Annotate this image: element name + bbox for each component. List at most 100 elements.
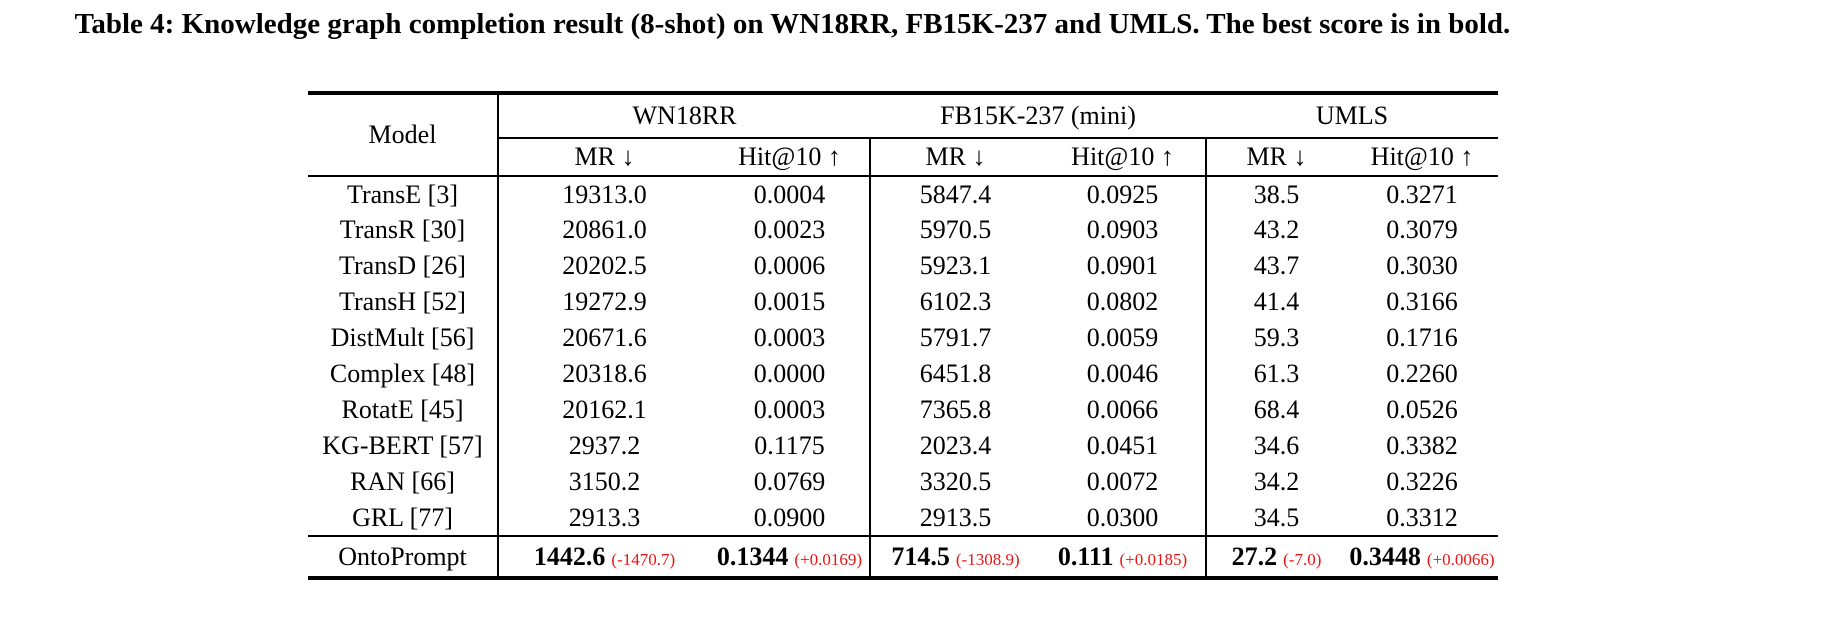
model-name-cell: DistMult [56] [308,320,499,356]
metric-value-cell: 0.0066 [1040,392,1208,428]
model-name-cell: OntoPrompt [308,535,499,578]
table-row: TransH [52] 19272.9 0.0015 6102.3 0.0802… [308,284,1498,320]
metric-value-cell: 0.0451 [1040,428,1208,464]
metric-header-mr: MR ↓ [498,138,710,177]
metric-value-cell: 0.0015 [710,284,871,320]
metric-value-cell: 5847.4 [919,179,992,209]
metric-value-cell: 0.0003 [710,320,871,356]
table-row: DistMult [56] 20671.6 0.0003 5791.7 0.00… [308,320,1498,356]
best-value: 714.5 [891,541,950,571]
metric-value-cell: 68.4 [1253,395,1300,424]
metric-header-hit10: Hit@10 ↑ [1346,138,1499,177]
best-value: 0.111 [1057,541,1114,571]
metric-value-cell: 3150.2 [568,467,641,496]
table-row: Complex [48] 20318.6 0.0000 6451.8 0.004… [308,356,1498,392]
metric-value-cell: 2913.3 [568,502,641,532]
metric-value-cell: 0.3030 [1386,251,1458,280]
group-header-fb15k237: FB15K-237 (mini) [870,93,1207,139]
metric-value-cell: 714.5 (-1308.9) [870,535,1040,578]
metric-value-cell: 61.3 [1253,359,1300,388]
metric-value-cell: 7365.8 [919,395,992,424]
model-name-cell: TransH [52] [308,284,499,320]
metric-value-cell: 0.0006 [710,248,871,284]
model-name-cell: RAN [66] [308,464,499,500]
metric-value-cell: 0.0004 [710,176,871,212]
metric-header-mr: MR ↓ [870,138,1040,177]
metric-value-cell: 0.3382 [1386,431,1458,460]
model-name-cell: Complex [48] [308,356,499,392]
metric-value-cell: 5970.5 [919,215,992,244]
metric-value-cell: 43.2 [1253,215,1300,244]
metric-value-cell: 0.0925 [1040,176,1208,212]
table-row: KG-BERT [57] 2937.2 0.1175 2023.4 0.0451… [308,428,1498,464]
metric-value-cell: 0.1716 [1386,323,1458,352]
metric-value-cell: 0.0000 [710,356,871,392]
metric-header-hit10: Hit@10 ↑ [710,138,871,177]
model-name-cell: TransD [26] [308,248,499,284]
metric-value-cell: 34.6 [1253,431,1300,460]
metric-value-cell: 38.5 [1253,179,1300,209]
delta-annotation: (-1308.9) [955,549,1020,569]
metric-value-cell: 6451.8 [919,359,992,388]
delta-annotation: (+0.0185) [1119,549,1188,569]
metric-value-cell: 0.0769 [710,464,871,500]
metric-value-cell: 0.0903 [1040,212,1208,248]
model-name-cell: KG-BERT [57] [308,428,499,464]
best-value: 0.3448 [1349,541,1421,571]
model-column-header: Model [308,93,499,177]
metric-header-row: MR ↓ Hit@10 ↑ MR ↓ Hit@10 ↑ MR ↓ Hit@10 … [308,138,1499,177]
metric-value-cell: 0.2260 [1386,359,1458,388]
metric-value-cell: 0.0059 [1040,320,1208,356]
best-value: 1442.6 [533,541,606,571]
table-row: TransD [26] 20202.5 0.0006 5923.1 0.0901… [308,248,1498,284]
metric-value-cell: 0.3312 [1386,502,1458,532]
best-value: 27.2 [1231,541,1278,571]
metric-value-cell: 0.111 (+0.0185) [1040,535,1208,578]
metric-value-cell: 2023.4 [919,431,992,460]
table-row: TransR [30] 20861.0 0.0023 5970.5 0.0903… [308,212,1498,248]
metric-value-cell: 20318.6 [562,359,647,388]
metric-value-cell: 20162.1 [562,395,647,424]
metric-value-cell: 0.0901 [1040,248,1208,284]
ontoprompt-row: OntoPrompt 1442.6 (-1470.7) 0.1344 (+0.016… [308,535,1499,578]
delta-annotation: (+0.0169) [794,549,863,569]
table-row: TransE [3] 19313.0 0.0004 5847.4 0.0925 … [308,176,1498,212]
metric-value-cell: 0.3079 [1386,215,1458,244]
metric-value-cell: 2913.5 [919,502,992,532]
metric-value-cell: 5923.1 [919,251,992,280]
delta-annotation: (-7.0) [1283,549,1322,569]
metric-value-cell: 20671.6 [562,323,647,352]
metric-value-cell: 6102.3 [919,287,992,316]
metric-value-cell: 0.3226 [1386,467,1458,496]
model-name-cell: GRL [77] [308,500,499,536]
results-table: Model WN18RR FB15K-237 (mini) UMLS MR ↓ … [308,91,1499,580]
delta-annotation: (-1470.7) [611,549,676,569]
metric-value-cell: 0.0900 [710,500,871,536]
metric-value-cell: 0.3448 (+0.0066) [1346,535,1499,578]
metric-value-cell: 3320.5 [919,467,992,496]
model-name-cell: TransE [3] [308,176,499,212]
metric-value-cell: 0.0802 [1040,284,1208,320]
metric-value-cell: 19272.9 [562,287,647,316]
metric-value-cell: 19313.0 [562,179,647,209]
metric-value-cell: 0.0072 [1040,464,1208,500]
metric-value-cell: 0.3166 [1386,287,1458,316]
model-name-cell: RotatE [45] [308,392,499,428]
delta-annotation: (+0.0066) [1426,549,1495,569]
metric-value-cell: 34.5 [1253,502,1300,532]
metric-value-cell: 0.0526 [1386,395,1458,424]
metric-value-cell: 0.0046 [1040,356,1208,392]
metric-value-cell: 0.3271 [1386,179,1458,209]
group-header-umls: UMLS [1206,93,1499,139]
metric-value-cell: 1442.6 (-1470.7) [498,535,710,578]
table-row: RAN [66] 3150.2 0.0769 3320.5 0.0072 34.… [308,464,1498,500]
best-value: 0.1344 [716,541,789,571]
metric-value-cell: 41.4 [1253,287,1300,316]
metric-value-cell: 20861.0 [562,215,647,244]
metric-value-cell: 5791.7 [919,323,992,352]
metric-value-cell: 20202.5 [562,251,647,280]
model-name-cell: TransR [30] [308,212,499,248]
metric-value-cell: 27.2 (-7.0) [1206,535,1347,578]
metric-value-cell: 0.1175 [710,428,871,464]
